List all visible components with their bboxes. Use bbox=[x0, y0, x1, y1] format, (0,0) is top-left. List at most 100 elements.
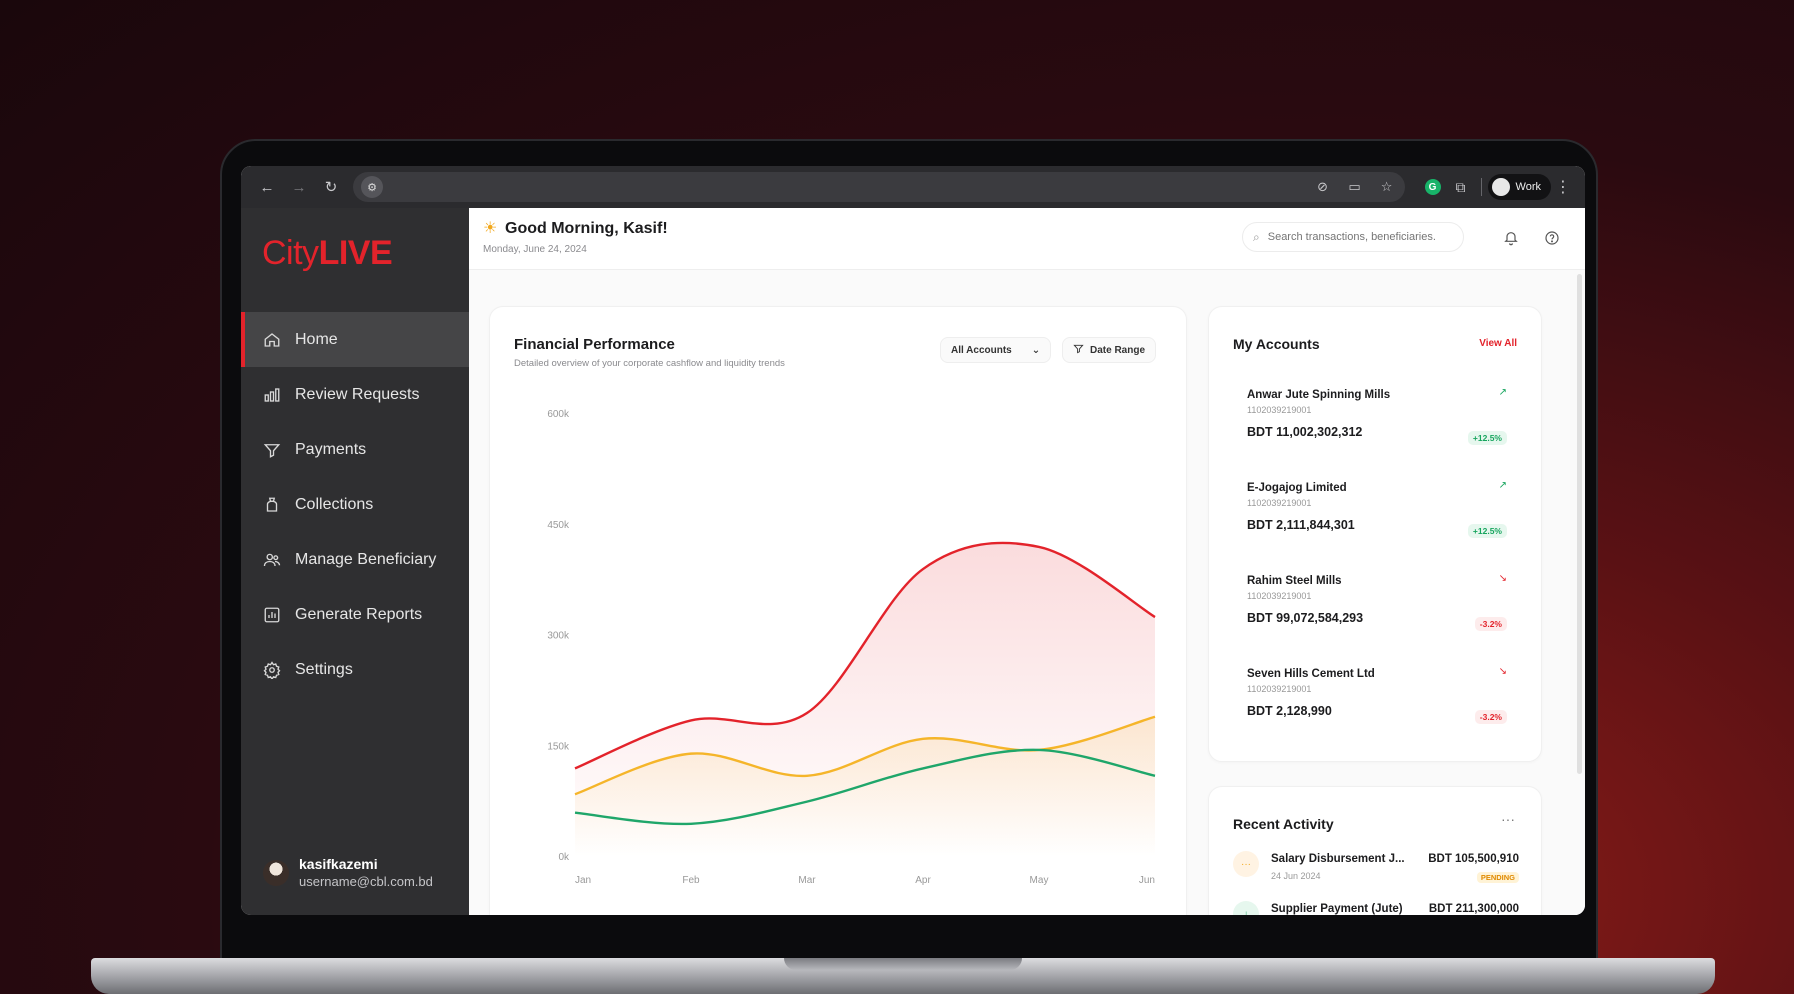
greeting: ☀ Good Morning, Kasif! bbox=[483, 220, 668, 238]
chevron-down-icon: ⌄ bbox=[1031, 344, 1041, 356]
profile-avatar bbox=[1491, 178, 1510, 196]
x-tick-label: May bbox=[1030, 875, 1049, 886]
trend-up-icon: ↗ bbox=[1498, 480, 1507, 491]
financial-subtitle: Detailed overview of your corporate cash… bbox=[514, 358, 785, 369]
profile-label: Work bbox=[1515, 181, 1541, 193]
x-tick-label: Apr bbox=[915, 875, 931, 886]
trend-up-icon: ↗ bbox=[1498, 387, 1507, 398]
bell-icon[interactable] bbox=[1502, 230, 1520, 248]
more-options-icon[interactable]: ··· bbox=[1501, 811, 1515, 827]
account-number: 1102039219001 bbox=[1247, 591, 1312, 601]
filter-icon bbox=[1073, 343, 1084, 357]
bag-icon bbox=[263, 496, 281, 514]
grammarly-extension-icon[interactable]: G bbox=[1424, 179, 1441, 195]
change-badge: +12.5% bbox=[1467, 524, 1507, 538]
forward-icon[interactable]: → bbox=[291, 178, 307, 196]
status-badge: PENDING bbox=[1476, 872, 1519, 883]
help-icon[interactable] bbox=[1543, 230, 1561, 248]
topbar: ☀ Good Morning, Kasif! Monday, June 24, … bbox=[469, 208, 1585, 270]
address-bar[interactable]: ⚙ ⊘ ▭ ☆ bbox=[353, 172, 1405, 202]
sidebar-item-label: Settings bbox=[295, 660, 353, 678]
sidebar-item-manage-beneficiary[interactable]: Manage Beneficiary bbox=[241, 532, 469, 587]
sidebar-item-settings[interactable]: Settings bbox=[241, 642, 469, 697]
account-item[interactable]: Anwar Jute Spinning Mills 1102039219001 BD… bbox=[1247, 387, 1507, 459]
report-icon bbox=[263, 606, 281, 624]
eye-off-icon[interactable]: ⊘ bbox=[1317, 179, 1328, 194]
sun-icon: ☀ bbox=[483, 220, 498, 237]
browser-toolbar: ← → ↻ ⚙ ⊘ ▭ ☆ G ⧉ Work ⋮ bbox=[241, 166, 1585, 208]
account-name: E-Jogajog Limited bbox=[1247, 482, 1347, 494]
recent-activity-card: Recent Activity ··· ··· Salary Disburseme… bbox=[1208, 786, 1542, 915]
y-tick-label: 450k bbox=[547, 520, 570, 531]
accounts-filter-dropdown[interactable]: All Accounts ⌄ bbox=[940, 337, 1052, 363]
browser-menu-icon[interactable]: ⋮ bbox=[1555, 179, 1571, 196]
gear-icon bbox=[263, 660, 281, 679]
y-tick-label: 600k bbox=[547, 409, 570, 420]
series-line-2[interactable] bbox=[574, 748, 1156, 826]
my-accounts-card: My Accounts View All Anwar Jute Spinning… bbox=[1208, 306, 1542, 762]
scrollbar[interactable] bbox=[1577, 274, 1582, 774]
activity-name: Supplier Payment (Jute) bbox=[1271, 903, 1403, 915]
sidebar-menu: Home Review Requests Payments Collection… bbox=[241, 312, 469, 697]
user-profile[interactable]: kasifkazemi username@cbl.com.bd bbox=[263, 856, 433, 889]
trend-down-icon: ↘ bbox=[1498, 573, 1507, 584]
x-tick-label: Mar bbox=[798, 875, 816, 886]
sidebar-item-collections[interactable]: Collections bbox=[241, 477, 469, 532]
filter-icon bbox=[263, 441, 281, 459]
reload-icon[interactable]: ↻ bbox=[324, 179, 338, 196]
search-box[interactable]: ⌕ bbox=[1242, 222, 1464, 252]
account-item[interactable]: Seven Hills Cement Ltd 1102039219001 BDT 2… bbox=[1247, 666, 1507, 738]
home-icon bbox=[263, 331, 281, 349]
sidebar-item-label: Review Requests bbox=[295, 385, 420, 403]
install-app-icon[interactable]: ▭ bbox=[1348, 179, 1361, 194]
change-badge: +12.5% bbox=[1467, 431, 1507, 445]
financial-title: Financial Performance bbox=[514, 336, 675, 353]
activity-name: Salary Disbursement J... bbox=[1271, 853, 1405, 865]
pending-icon: ··· bbox=[1233, 851, 1259, 877]
accounts-filter-label: All Accounts bbox=[951, 344, 1012, 356]
change-badge: -3.2% bbox=[1474, 710, 1507, 724]
activity-title: Recent Activity bbox=[1233, 816, 1334, 832]
sidebar: CityLIVE Home Review Requests Payments bbox=[241, 208, 469, 915]
laptop-notch bbox=[784, 958, 1022, 970]
view-all-link[interactable]: View All bbox=[1479, 338, 1517, 349]
activity-amount: BDT 211,300,000 bbox=[1428, 903, 1519, 915]
incoming-icon: ↓ bbox=[1233, 901, 1259, 915]
series-line-0[interactable] bbox=[574, 541, 1156, 770]
account-item[interactable]: Rahim Steel Mills 1102039219001 BDT 99,072… bbox=[1247, 573, 1507, 645]
financial-performance-card: Financial Performance Detailed overview … bbox=[489, 306, 1187, 915]
greeting-title: Good Morning, Kasif! bbox=[505, 220, 668, 237]
account-balance: BDT 11,002,302,312 bbox=[1247, 425, 1363, 439]
y-tick-label: 150k bbox=[547, 741, 570, 752]
financial-chart: 0k 150k 300k 450k 600k Jan Feb Mar Apr May Jun bbox=[547, 409, 1156, 886]
y-tick-label: 0k bbox=[558, 852, 570, 863]
x-tick-label: Jun bbox=[1139, 875, 1155, 886]
search-input[interactable] bbox=[1267, 231, 1448, 243]
account-name: Anwar Jute Spinning Mills bbox=[1247, 389, 1391, 401]
series-line-1[interactable] bbox=[574, 715, 1156, 796]
bookmark-star-icon[interactable]: ☆ bbox=[1380, 179, 1393, 194]
x-tick-label: Jan bbox=[575, 875, 591, 886]
sidebar-item-generate-reports[interactable]: Generate Reports bbox=[241, 587, 469, 642]
activity-date: 24 Jun 2024 bbox=[1271, 871, 1321, 881]
sidebar-item-payments[interactable]: Payments bbox=[241, 422, 469, 477]
sidebar-item-label: Home bbox=[295, 330, 338, 348]
date-range-button[interactable]: Date Range bbox=[1062, 337, 1157, 363]
bar-chart-icon bbox=[263, 386, 281, 404]
sidebar-item-label: Manage Beneficiary bbox=[295, 550, 437, 568]
activity-item[interactable]: ↓ Supplier Payment (Jute) BDT 211,300,000 bbox=[1233, 901, 1519, 915]
site-info-icon[interactable]: ⚙ bbox=[361, 176, 383, 198]
sidebar-item-review-requests[interactable]: Review Requests bbox=[241, 367, 469, 422]
back-icon[interactable]: ← bbox=[259, 178, 275, 196]
sidebar-item-home[interactable]: Home bbox=[241, 312, 469, 367]
profile-button[interactable]: Work bbox=[1487, 174, 1551, 200]
citylive-logo[interactable]: CityLIVE bbox=[262, 234, 393, 273]
search-icon: ⌕ bbox=[1253, 229, 1260, 244]
extensions-puzzle-icon[interactable]: ⧉ bbox=[1455, 178, 1466, 195]
sidebar-item-label: Generate Reports bbox=[295, 605, 423, 623]
account-item[interactable]: E-Jogajog Limited 1102039219001 BDT 2,111,… bbox=[1247, 480, 1507, 552]
main-content: ☀ Good Morning, Kasif! Monday, June 24, … bbox=[469, 208, 1585, 915]
users-icon bbox=[263, 551, 281, 569]
activity-item[interactable]: ··· Salary Disbursement J... BDT 105,500,9… bbox=[1233, 851, 1519, 891]
sidebar-item-label: Collections bbox=[295, 495, 374, 513]
